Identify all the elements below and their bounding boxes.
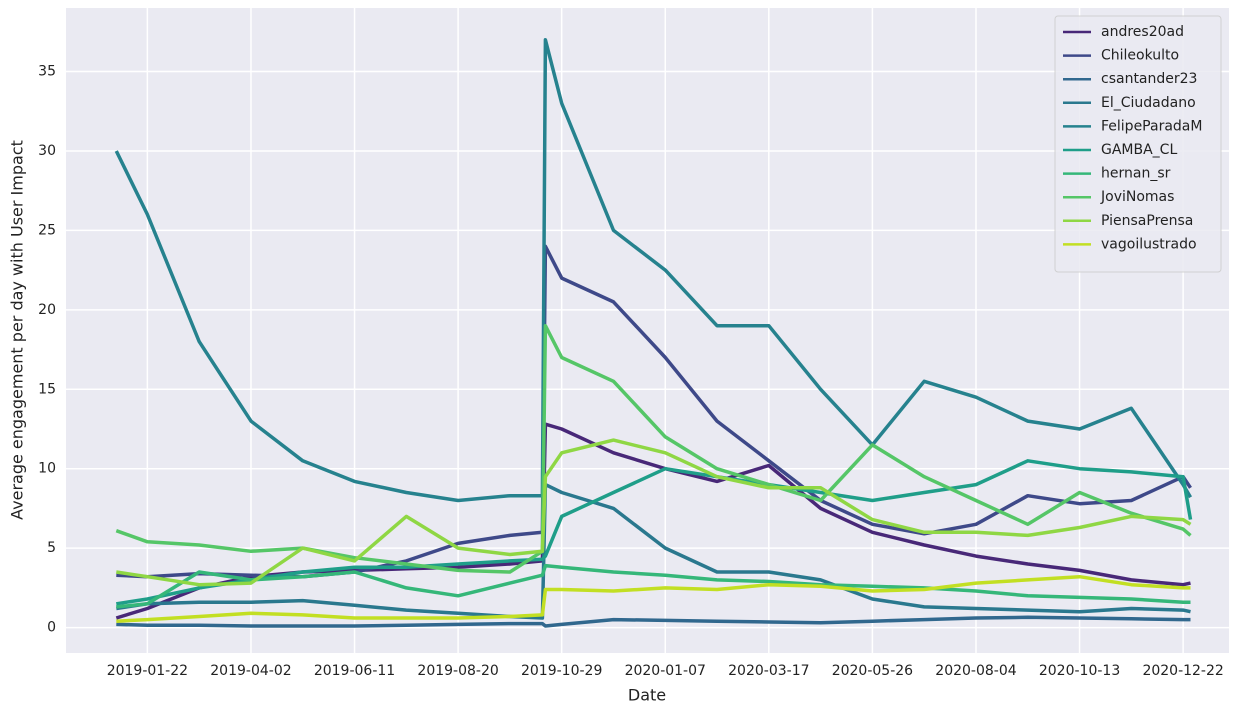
x-tick-label: 2020-01-07 xyxy=(625,663,706,679)
legend-box xyxy=(1054,15,1222,273)
x-tick-label: 2019-06-11 xyxy=(314,663,395,679)
legend-label: FelipeParadaM xyxy=(1101,118,1202,134)
plot-area xyxy=(66,8,1229,653)
x-tick-label: 2020-10-13 xyxy=(1039,663,1120,679)
y-tick-label: 35 xyxy=(38,64,56,80)
y-tick-label: 30 xyxy=(38,143,56,159)
x-tick-label: 2019-04-02 xyxy=(210,663,291,679)
x-tick-label: 2019-08-20 xyxy=(417,663,498,679)
x-axis-label: Date xyxy=(628,686,666,705)
legend-label: hernan_sr xyxy=(1101,166,1171,182)
y-tick-label: 0 xyxy=(47,620,56,636)
y-tick-label: 10 xyxy=(38,461,56,477)
legend-label: csantander23 xyxy=(1101,71,1197,87)
x-tick-label: 2019-01-22 xyxy=(107,663,188,679)
y-tick-label: 20 xyxy=(38,302,56,318)
legend-label: andres20ad xyxy=(1101,24,1184,40)
x-tick-label: 2019-10-29 xyxy=(521,663,602,679)
x-tick-label: 2020-03-17 xyxy=(728,663,809,679)
legend-label: Chileokulto xyxy=(1101,48,1179,64)
legend-label: PiensaPrensa xyxy=(1101,213,1193,229)
series-line xyxy=(116,615,1191,628)
y-axis-label: Average engagement per day with User Imp… xyxy=(8,140,27,520)
x-tick-label: 2020-05-26 xyxy=(832,663,913,679)
legend-label: GAMBA_CL xyxy=(1101,142,1177,158)
series-line xyxy=(116,438,1192,587)
legend: andres20ad Chileokulto csantander23 El_Ciud… xyxy=(1054,15,1222,273)
legend-label: vagoilustrado xyxy=(1101,236,1197,252)
y-tick-label: 25 xyxy=(38,222,56,238)
series-line xyxy=(114,38,1193,503)
x-tick-label: 2020-08-04 xyxy=(935,663,1016,679)
series-line xyxy=(116,482,1191,620)
series-line xyxy=(116,563,1191,609)
y-tick-label: 5 xyxy=(47,540,56,556)
x-tick-label: 2020-12-22 xyxy=(1142,663,1223,679)
y-tick-label: 15 xyxy=(38,381,56,397)
legend-label: JoviNomas xyxy=(1100,189,1174,205)
legend-label: El_Ciudadano xyxy=(1101,95,1196,111)
series-line xyxy=(116,459,1193,606)
series-line xyxy=(116,574,1191,623)
